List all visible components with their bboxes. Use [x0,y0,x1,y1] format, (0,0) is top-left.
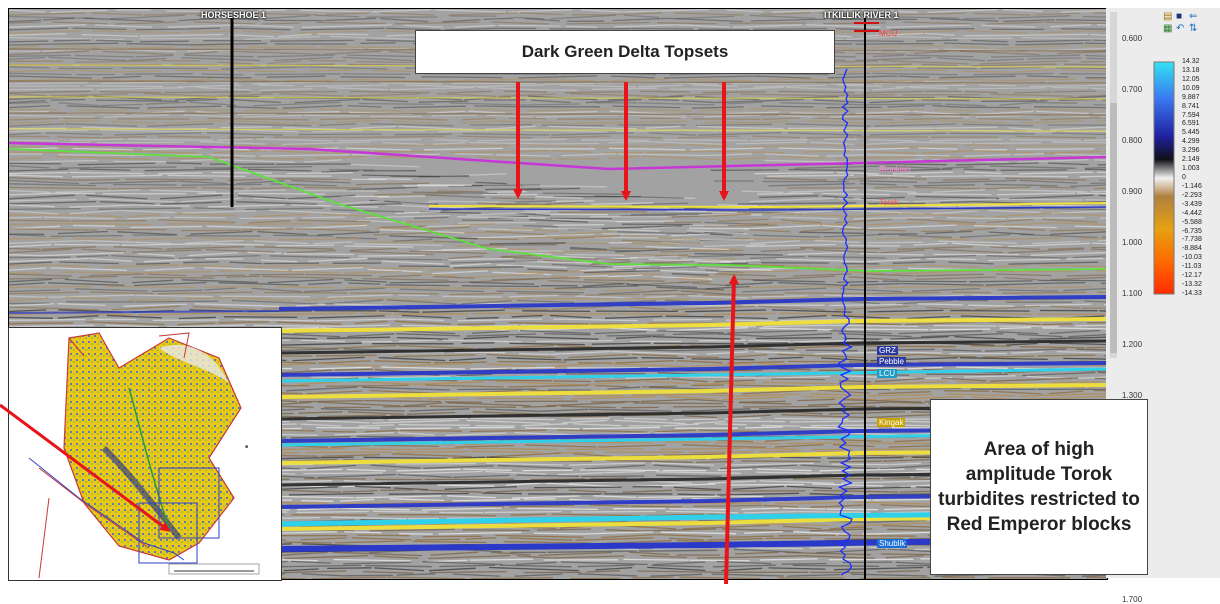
colorbar-value: -10.03 [1182,254,1202,262]
undo-icon[interactable]: ↶ [1176,23,1185,34]
colorbar-value: -12.17 [1182,272,1202,280]
colorbar-value: 10.09 [1182,84,1200,92]
depth-tick-label: 0.600 [1122,34,1143,43]
colorbar-value: 1.003 [1182,165,1200,173]
well-top-mcu: MCU [879,29,898,38]
svg-text:■: ■ [245,444,248,450]
horizon-label-brookian: Brookian [879,165,911,174]
colorbar-value: 9.887 [1182,93,1200,101]
horizon-label-grz: GRZ [877,346,898,355]
inset-map: ■ [8,327,282,581]
colorbar-value: -11.03 [1182,263,1202,271]
colorbar-value: -7.738 [1182,236,1202,244]
save-icon[interactable]: ■ [1176,11,1183,22]
depth-tick-label: 0.900 [1122,187,1143,196]
horizon-label-kingak: Kingak [877,418,906,427]
colorbar-value: 0 [1182,174,1186,181]
colorbar-value: -13.32 [1182,281,1202,289]
horizon-label-shublik: Shublik [877,539,908,548]
horizon-label-pebble: Pebble [877,357,906,366]
depth-tick-label: 1.700 [1122,595,1143,604]
display-panel: 0.600 0.700 0.800 0.900 1.000 1.100 1.200 1.300… [1106,8,1220,604]
colorbar-value: 7.594 [1182,111,1200,119]
sort-icon[interactable]: ⇅ [1189,23,1198,34]
colorbar-value: 4.299 [1182,138,1200,146]
callout-delta-topsets: Dark Green Delta Topsets [415,30,835,74]
horizon-label-torok: Torok [879,198,899,207]
inset-map-graphic: ■ [28,332,260,579]
colorbar-value: -14.33 [1182,290,1202,297]
folder-icon[interactable]: ▤ [1163,11,1173,22]
depth-tick-label: 1.100 [1122,289,1143,298]
colorbar-value: 3.296 [1182,147,1200,155]
colorbar-value: 6.591 [1182,120,1200,128]
colorbar-value: -3.439 [1182,200,1202,208]
colorbar-value: -4.442 [1182,209,1202,217]
back-icon[interactable]: ⇐ [1189,11,1198,22]
depth-tick-label: 1.000 [1122,238,1143,247]
colorbar-value: 12.05 [1182,75,1200,83]
well-label-itkillik: ITKILLIK RIVER 1 [824,10,899,20]
callout-torok-turbidites: Area of high amplitude Torok turbidites … [930,399,1148,575]
depth-tick-label: 1.200 [1122,340,1143,349]
depth-tick-label: 1.300 [1122,391,1143,400]
colorbar-value: 13.18 [1182,66,1200,74]
colorbar-value: 2.149 [1182,156,1200,164]
colorbar-value: 5.445 [1182,129,1200,137]
colorbar-value: -8.884 [1182,245,1202,253]
panel-graphics [1110,12,1175,358]
horizon-label-lcu: LCU [877,369,898,378]
colorbar-value: -5.588 [1182,218,1202,226]
colorbar-value: 8.741 [1182,102,1200,110]
colorbar-value: -6.735 [1182,227,1202,235]
colorbar-value: -2.293 [1182,191,1202,199]
colorbar-value: 14.32 [1182,58,1200,65]
depth-tick-label: 0.800 [1122,136,1143,145]
well-label-horseshoe: HORSESHOE 1 [201,10,267,20]
colorbar-value: -1.146 [1182,182,1202,190]
layout-icon[interactable]: ▦ [1163,23,1173,34]
depth-tick-label: 0.700 [1122,85,1143,94]
